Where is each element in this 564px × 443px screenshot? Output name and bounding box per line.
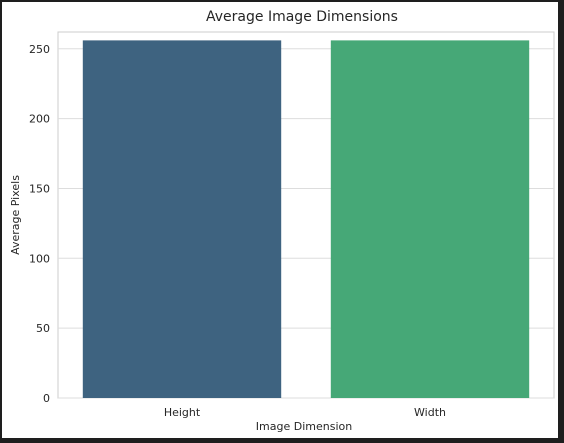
chart-title: Average Image Dimensions [206, 9, 398, 25]
y-tick-label: 150 [29, 182, 50, 195]
bar-height [82, 40, 282, 398]
y-axis-ticks: 0 50 100 150 200 250 [29, 43, 50, 405]
bar-width [330, 40, 530, 398]
x-tick-label: Width [414, 406, 446, 419]
y-axis-label: Average Pixels [9, 175, 22, 255]
y-tick-label: 250 [29, 43, 50, 56]
y-tick-label: 200 [29, 113, 50, 126]
x-axis-label: Image Dimension [256, 420, 352, 433]
x-axis-ticks: Height Width [164, 406, 446, 419]
chart-frame: Average Image Dimensions 0 50 100 150 200 250… [2, 2, 558, 438]
x-tick-label: Height [164, 406, 201, 419]
bar-chart: Average Image Dimensions 0 50 100 150 200 250… [9, 9, 555, 433]
y-tick-label: 100 [29, 252, 50, 265]
bars [82, 40, 530, 398]
y-tick-label: 0 [43, 392, 50, 405]
y-tick-label: 50 [36, 322, 50, 335]
